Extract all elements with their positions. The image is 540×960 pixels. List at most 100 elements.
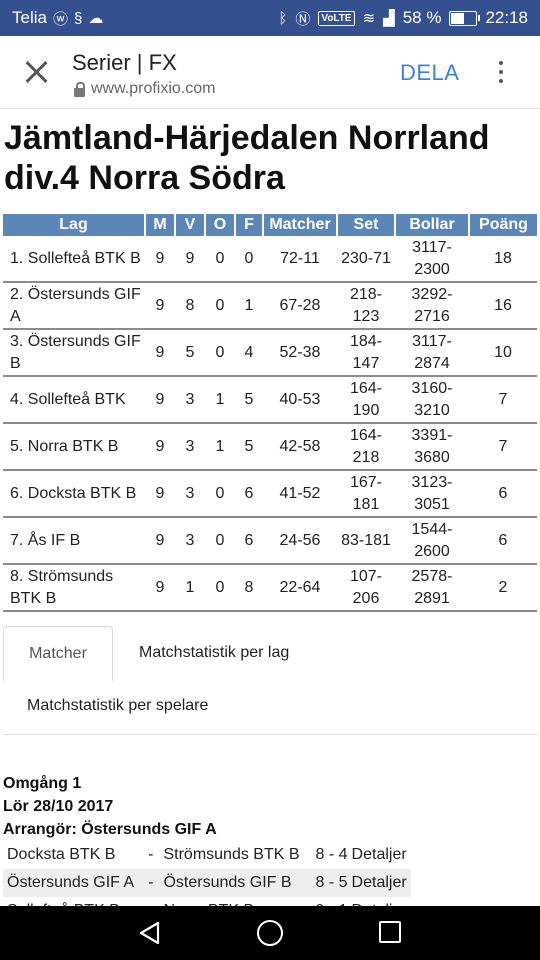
cell-bollar: 3117-2874 <box>395 329 469 377</box>
round-organizer: Arrangör: Östersunds GIF A <box>3 821 217 838</box>
cell-v: 1 <box>175 564 205 612</box>
cell-v: 9 <box>175 236 205 283</box>
cell-set: 230-71 <box>337 236 395 283</box>
nfc-icon: Ⓝ <box>295 10 311 28</box>
url-row: www.profixio.com <box>74 80 215 98</box>
team-name[interactable]: 7. Ås IF B <box>3 517 145 565</box>
carrier-name: Telia <box>12 8 47 27</box>
close-icon[interactable] <box>20 56 52 88</box>
table-header-row: Lag M V O F Matcher Set Bollar Poäng <box>3 214 537 236</box>
cell-poang: 7 <box>469 423 537 471</box>
battery-percent: 58 % <box>402 8 442 27</box>
match-row: Docksta BTK B - Strömsunds BTK B 8 - 4 D… <box>3 841 411 869</box>
team-name[interactable]: 1. Sollefteå BTK B <box>3 236 145 283</box>
url-text: www.profixio.com <box>91 80 216 97</box>
col-header-o[interactable]: O <box>205 214 236 236</box>
cell-set: 167-181 <box>337 470 395 518</box>
cell-bollar: 3292-2716 <box>395 282 469 330</box>
tab-matchstatistik-per-spelare[interactable]: Matchstatistik per spelare <box>27 697 209 714</box>
table-row: 3. Östersunds GIF B 9 5 0 4 52-38 184-14… <box>3 329 537 377</box>
page-title: Serier | FX <box>72 50 177 75</box>
home-team: Östersunds GIF A <box>3 869 139 897</box>
bluetooth-icon: ᛒ <box>278 9 288 27</box>
match-score: 8 - 5 <box>303 869 352 897</box>
standings-table: Lag M V O F Matcher Set Bollar Poäng 1. … <box>3 214 537 612</box>
cell-bollar: 2578-2891 <box>395 564 469 612</box>
team-name[interactable]: 5. Norra BTK B <box>3 423 145 471</box>
away-team: Östersunds GIF B <box>159 869 304 897</box>
col-header-f[interactable]: F <box>235 214 264 236</box>
wifi-icon: ≋ <box>362 10 376 27</box>
round-date: Lör 28/10 2017 <box>3 798 114 815</box>
table-row: 8. Strömsunds BTK B 9 1 0 8 22-64 107-20… <box>3 564 537 612</box>
custom-tab-toolbar: Serier | FX www.profixio.com DELA <box>0 36 540 109</box>
details-link[interactable]: Detaljer <box>351 846 407 863</box>
cell-v: 3 <box>175 423 205 471</box>
tab-matchstatistik-per-lag[interactable]: Matchstatistik per lag <box>139 644 290 661</box>
cell-matcher: 72-11 <box>263 236 337 283</box>
table-row: 7. Ås IF B 9 3 0 6 24-56 83-181 1544-260… <box>3 517 537 565</box>
cell-set: 218-123 <box>337 282 395 330</box>
battery-icon <box>449 10 481 26</box>
cell-o: 0 <box>205 236 235 283</box>
cell-set: 83-181 <box>337 517 395 565</box>
cell-poang: 6 <box>469 470 537 518</box>
cloud-icon: ☁ <box>88 10 104 27</box>
team-name[interactable]: 8. Strömsunds BTK B <box>3 564 145 612</box>
cell-m: 9 <box>145 423 175 471</box>
more-options-icon[interactable] <box>494 58 508 86</box>
team-name[interactable]: 6. Docksta BTK B <box>3 470 145 518</box>
col-header-set[interactable]: Set <box>337 214 396 236</box>
cell-set: 164-218 <box>337 423 395 471</box>
cell-f: 0 <box>235 236 263 283</box>
details-link[interactable]: Detaljer <box>351 869 411 897</box>
home-icon[interactable] <box>257 920 283 946</box>
cell-bollar: 1544-2600 <box>395 517 469 565</box>
cell-m: 9 <box>145 517 175 565</box>
cell-o: 0 <box>205 564 235 612</box>
cell-f: 6 <box>235 470 263 518</box>
recent-apps-icon[interactable] <box>379 921 401 943</box>
cell-f: 1 <box>235 282 263 330</box>
series-heading: Jämtland-Härjedalen Norrland div.4 Norra… <box>4 119 490 197</box>
volte-icon: VoLTE <box>318 10 355 26</box>
cell-poang: 18 <box>469 236 537 283</box>
cell-set: 107-206 <box>337 564 395 612</box>
cell-o: 0 <box>205 470 235 518</box>
cell-m: 9 <box>145 236 175 283</box>
cell-bollar: 3117-2300 <box>395 236 469 283</box>
cell-poang: 16 <box>469 282 537 330</box>
back-icon[interactable] <box>138 921 162 945</box>
cell-matcher: 42-58 <box>263 423 337 471</box>
col-header-m[interactable]: M <box>145 214 176 236</box>
cell-v: 3 <box>175 517 205 565</box>
cell-m: 9 <box>145 376 175 424</box>
cell-o: 0 <box>205 329 235 377</box>
lock-icon <box>74 81 85 97</box>
share-button[interactable]: DELA <box>400 60 460 85</box>
status-bar: Telia ⓦ § ☁ ᛒ Ⓝ VoLTE ≋ ▟ 58 % 22:18 <box>0 0 540 36</box>
cell-set: 164-190 <box>337 376 395 424</box>
notification-icon: ⓦ <box>52 10 68 28</box>
signal-icon: ▟ <box>383 10 395 27</box>
cell-m: 9 <box>145 282 175 330</box>
cell-v: 8 <box>175 282 205 330</box>
cell-bollar: 3391-3680 <box>395 423 469 471</box>
cell-poang: 7 <box>469 376 537 424</box>
col-header-poang[interactable]: Poäng <box>469 214 537 236</box>
cell-m: 9 <box>145 564 175 612</box>
table-row: 5. Norra BTK B 9 3 1 5 42-58 164-218 339… <box>3 423 537 471</box>
cell-matcher: 40-53 <box>263 376 337 424</box>
col-header-v[interactable]: V <box>175 214 206 236</box>
clock: 22:18 <box>485 8 528 27</box>
team-name[interactable]: 3. Östersunds GIF B <box>3 329 145 377</box>
col-header-lag[interactable]: Lag <box>3 214 146 236</box>
round-info: Omgång 1 Lör 28/10 2017 Arrangör: Östers… <box>3 772 217 841</box>
table-row: 2. Östersunds GIF A 9 8 0 1 67-28 218-12… <box>3 282 537 330</box>
team-name[interactable]: 4. Sollefteå BTK <box>3 376 145 424</box>
col-header-bollar[interactable]: Bollar <box>395 214 470 236</box>
col-header-matcher[interactable]: Matcher <box>263 214 338 236</box>
tab-matcher[interactable]: Matcher <box>3 626 113 681</box>
cell-matcher: 67-28 <box>263 282 337 330</box>
team-name[interactable]: 2. Östersunds GIF A <box>3 282 145 330</box>
